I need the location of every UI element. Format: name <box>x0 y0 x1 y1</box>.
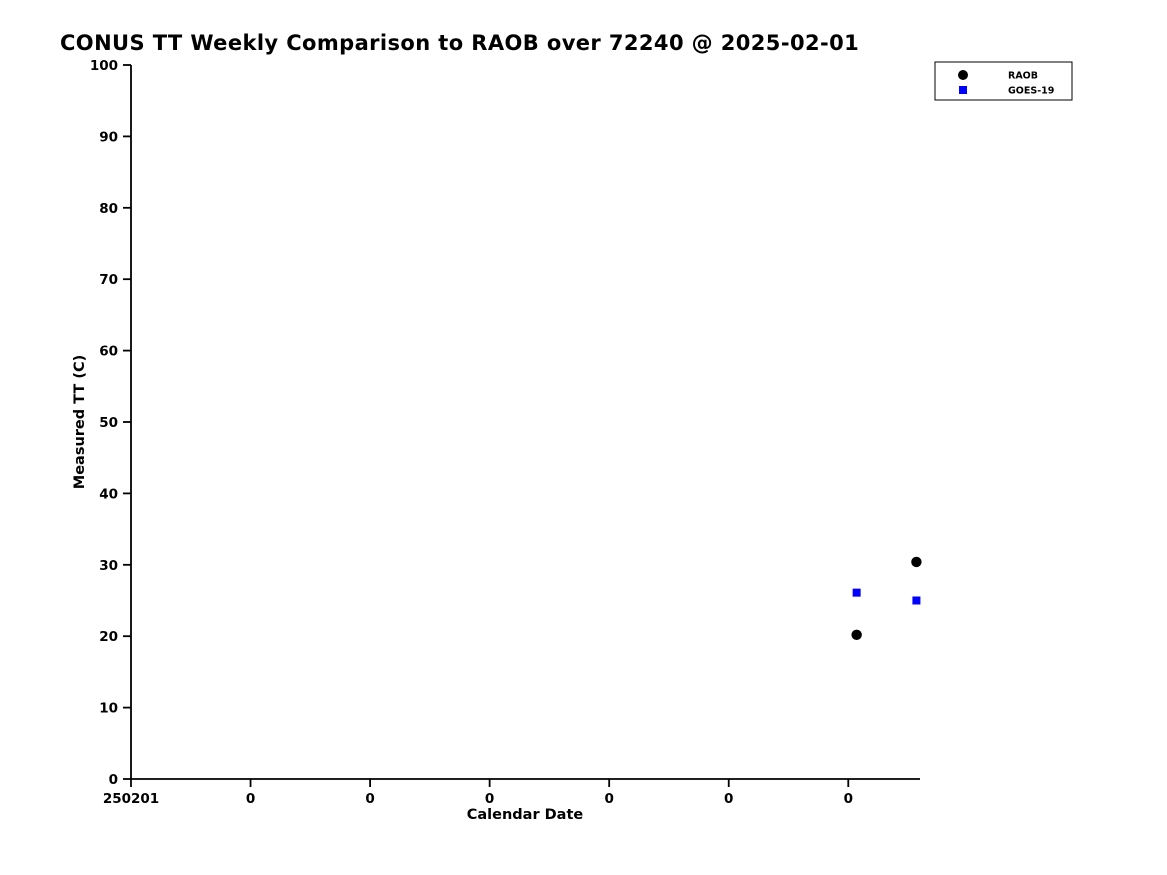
x-tick-label: 0 <box>724 791 733 807</box>
y-tick-label: 0 <box>109 772 118 788</box>
x-tick-label: 0 <box>485 791 494 807</box>
x-axis-label: Calendar Date <box>467 807 584 823</box>
x-tick-label: 0 <box>844 791 853 807</box>
y-tick-label: 100 <box>90 58 118 74</box>
y-tick-label: 10 <box>99 701 118 717</box>
axes: 0 10 20 30 40 50 60 70 80 90 100 250201 0 0 0 0 0 0 <box>90 58 920 807</box>
x-tick-label: 0 <box>365 791 374 807</box>
data-points <box>851 556 922 640</box>
data-point-goes-19 <box>852 588 861 597</box>
series-goes-19 <box>852 588 921 605</box>
y-tick-label: 80 <box>99 201 118 217</box>
data-point-raob <box>911 556 922 568</box>
chart-title: CONUS TT Weekly Comparison to RAOB over … <box>60 31 859 55</box>
data-point-raob <box>851 629 862 640</box>
y-axis-label: Measured TT (C) <box>72 355 88 489</box>
series-raob <box>851 556 922 640</box>
y-tick-label: 90 <box>99 129 118 145</box>
y-tick-label: 50 <box>99 415 118 431</box>
x-tick-label: 250201 <box>103 791 159 807</box>
x-tick-label: 0 <box>604 791 613 807</box>
legend-marker-circle <box>958 70 968 80</box>
legend-label: RAOB <box>1008 71 1038 82</box>
legend-label: GOES-19 <box>1008 86 1054 97</box>
legend-box <box>934 61 1073 101</box>
data-point-goes-19 <box>912 596 921 605</box>
y-tick-label: 40 <box>99 486 118 502</box>
y-tick-label: 30 <box>99 558 118 574</box>
y-tick-label: 60 <box>99 344 118 360</box>
y-tick-label: 20 <box>99 629 118 645</box>
legend-marker-square <box>959 86 967 94</box>
x-tick-label: 0 <box>246 791 255 807</box>
legend: RAOB GOES-19 <box>934 61 1073 101</box>
y-tick-label: 70 <box>99 272 118 288</box>
